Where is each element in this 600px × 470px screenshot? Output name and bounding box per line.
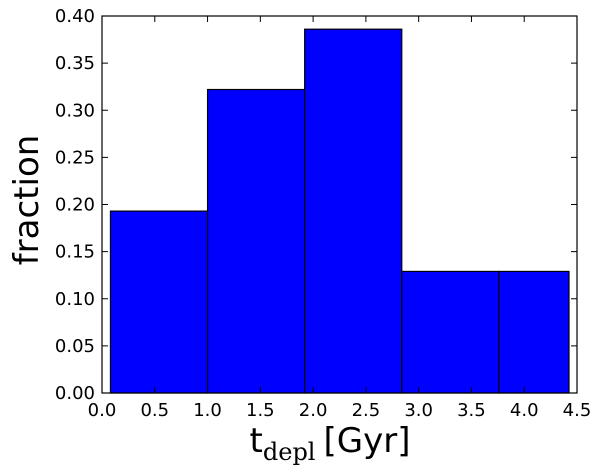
plot-frame [101,15,578,394]
x-tick-label: 2.0 [299,400,328,421]
y-tick-label: 0.40 [55,6,95,27]
y-tick-label: 0.30 [55,100,95,121]
y-axis-label: fraction [7,135,47,266]
x-tick-label: 0.0 [88,400,117,421]
y-tick-label: 0.25 [55,147,95,168]
x-tick-label: 1.5 [246,400,275,421]
x-tick-labels: 0.0 0.5 1.0 1.5 2.0 2.5 3.0 3.5 4.0 4.5 [88,400,592,421]
x-tick-label: 0.5 [140,400,169,421]
y-tick-label: 0.15 [55,242,95,263]
x-tick-label: 3.0 [404,400,433,421]
x-tick-label: 3.5 [457,400,486,421]
x-axis-label-main: t [250,421,263,461]
histogram-bar-2 [206,88,306,394]
x-tick-label: 4.0 [510,400,539,421]
y-tick-label: 0.20 [55,195,95,216]
y-tick-label: 0.00 [55,383,95,404]
x-tick-label: 1.0 [193,400,222,421]
histogram-bar-3 [304,28,403,394]
x-tick-label: 2.5 [352,400,381,421]
y-tick-labels: 0.00 0.05 0.10 0.15 0.20 0.25 0.30 0.35 0.40 [55,6,95,404]
histogram-bar-5 [498,270,570,394]
x-axis-label-unit: [Gyr] [323,421,410,461]
histogram-bar-1 [109,210,209,394]
histogram-bar-4 [401,270,500,394]
bars [109,28,570,394]
x-tick-label: 4.5 [563,400,592,421]
y-tick-label: 0.35 [55,53,95,74]
x-axis-label: tdepl [Gyr] [250,421,411,466]
y-tick-label: 0.10 [55,289,95,310]
x-axis-label-subscript: depl [263,438,316,466]
y-tick-label: 0.05 [55,336,95,357]
